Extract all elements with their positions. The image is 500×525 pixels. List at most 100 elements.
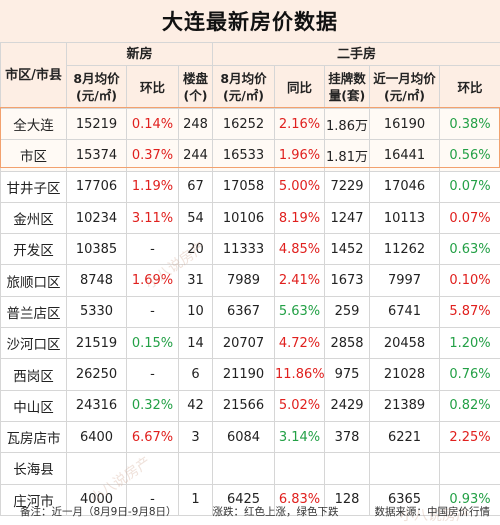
sec-listings-cell: 1452 [325,234,370,265]
sec-mom-cell: 0.63% [440,234,500,265]
new-price-cell: 15374 [67,140,127,171]
new-mom-cell: - [127,359,179,390]
header-new-price: 8月均价(元/㎡) [67,66,127,109]
sec-price-cell: 16252 [213,109,275,140]
sec-listings-cell: 2858 [325,328,370,359]
district-name-cell: 普兰店区 [1,296,67,327]
header-new-projects: 楼盘(个) [179,66,213,109]
sec-listings-cell: 2429 [325,390,370,421]
sec-yoy-cell: 1.96% [275,140,325,171]
sec-yoy-cell: 2.16% [275,109,325,140]
sec-recent-price-cell: 10113 [370,202,440,233]
district-name-cell: 金州区 [1,202,67,233]
price-table: 市区/市县 新房 二手房 8月均价(元/㎡) 环比 楼盘(个) 8月均价(元/㎡… [0,42,500,516]
new-projects-cell: 10 [179,296,213,327]
new-projects-cell: 14 [179,328,213,359]
sec-yoy-cell [275,453,325,484]
district-name-cell: 西岗区 [1,359,67,390]
table-row: 长海县 [1,453,500,484]
sec-recent-price-cell: 11262 [370,234,440,265]
new-mom-cell: 0.14% [127,109,179,140]
district-name-cell: 沙河口区 [1,328,67,359]
new-price-cell: 8748 [67,265,127,296]
sec-price-cell: 7989 [213,265,275,296]
sec-yoy-cell: 4.72% [275,328,325,359]
new-projects-cell: 248 [179,109,213,140]
sec-recent-price-cell: 21389 [370,390,440,421]
new-mom-cell [127,453,179,484]
sec-mom-cell: 0.07% [440,171,500,202]
new-price-cell: 26250 [67,359,127,390]
header-sec-yoy: 同比 [275,66,325,109]
sec-mom-cell: 1.20% [440,328,500,359]
district-name-cell: 长海县 [1,453,67,484]
new-projects-cell: 42 [179,390,213,421]
sec-yoy-cell: 2.41% [275,265,325,296]
sec-price-cell [213,453,275,484]
new-mom-cell: - [127,234,179,265]
new-mom-cell: 1.69% [127,265,179,296]
sec-listings-cell: 7229 [325,171,370,202]
sec-price-cell: 6367 [213,296,275,327]
sec-price-cell: 20707 [213,328,275,359]
sec-price-cell: 11333 [213,234,275,265]
sec-recent-price-cell [370,453,440,484]
sec-yoy-cell: 8.19% [275,202,325,233]
sec-recent-price-cell: 6221 [370,421,440,452]
new-price-cell [67,453,127,484]
district-name-cell: 甘井子区 [1,171,67,202]
new-mom-cell: 6.67% [127,421,179,452]
sec-mom-cell: 0.56% [440,140,500,171]
header-sec-recent: 近一月均价(元/㎡) [370,66,440,109]
sec-recent-price-cell: 17046 [370,171,440,202]
header-sec-mom: 环比 [440,66,500,109]
header-sec-price: 8月均价(元/㎡) [213,66,275,109]
sec-listings-cell: 259 [325,296,370,327]
district-name-cell: 中山区 [1,390,67,421]
sec-recent-price-cell: 21028 [370,359,440,390]
footer: 备注：近一月（8月9日-9月8日） 涨跌：红色上涨，绿色下跌 数据来源：中国房价… [0,498,500,524]
district-name-cell: 旅顺口区 [1,265,67,296]
footer-note: 备注：近一月（8月9日-9月8日） [20,504,177,519]
sec-mom-cell [440,453,500,484]
new-price-cell: 21519 [67,328,127,359]
sec-mom-cell: 0.10% [440,265,500,296]
sec-listings-cell: 1.86万 [325,109,370,140]
new-mom-cell: 0.37% [127,140,179,171]
new-mom-cell: 0.15% [127,328,179,359]
district-name-cell: 开发区 [1,234,67,265]
header-new-mom: 环比 [127,66,179,109]
new-projects-cell: 54 [179,202,213,233]
footer-source: 数据来源：中国房价行情 [374,504,490,519]
sec-yoy-cell: 4.85% [275,234,325,265]
sec-price-cell: 6084 [213,421,275,452]
sec-yoy-cell: 11.86% [275,359,325,390]
sec-listings-cell [325,453,370,484]
sec-mom-cell: 2.25% [440,421,500,452]
new-projects-cell: 244 [179,140,213,171]
new-mom-cell: 0.32% [127,390,179,421]
header-new-house: 新房 [67,43,213,66]
new-projects-cell: 31 [179,265,213,296]
sec-recent-price-cell: 6741 [370,296,440,327]
sec-yoy-cell: 5.00% [275,171,325,202]
new-price-cell: 10385 [67,234,127,265]
sec-listings-cell: 1247 [325,202,370,233]
new-projects-cell: 3 [179,421,213,452]
district-name-cell: 全大连 [1,109,67,140]
sec-listings-cell: 1673 [325,265,370,296]
sec-yoy-cell: 5.63% [275,296,325,327]
sec-recent-price-cell: 7997 [370,265,440,296]
header-city: 市区/市县 [1,43,67,109]
sec-recent-price-cell: 16190 [370,109,440,140]
